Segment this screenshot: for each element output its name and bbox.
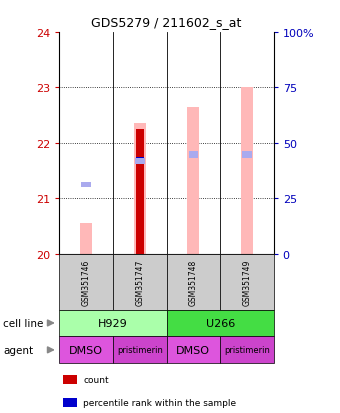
Text: DMSO: DMSO <box>69 345 103 355</box>
Text: GSM351746: GSM351746 <box>82 259 91 305</box>
Bar <box>136 157 144 163</box>
Bar <box>241 88 253 254</box>
Title: GDS5279 / 211602_s_at: GDS5279 / 211602_s_at <box>91 16 242 29</box>
Bar <box>136 130 144 254</box>
Bar <box>189 152 198 159</box>
Text: agent: agent <box>3 345 34 355</box>
Bar <box>135 159 144 164</box>
Text: pristimerin: pristimerin <box>117 346 163 354</box>
Text: pristimerin: pristimerin <box>224 346 270 354</box>
Text: cell line: cell line <box>3 318 44 328</box>
Text: DMSO: DMSO <box>176 345 210 355</box>
Text: U266: U266 <box>205 318 235 328</box>
Bar <box>82 182 91 188</box>
Bar <box>242 152 252 159</box>
Text: GSM351749: GSM351749 <box>242 259 251 305</box>
Text: H929: H929 <box>98 318 128 328</box>
Bar <box>134 124 146 254</box>
Bar <box>187 108 199 254</box>
Text: GSM351747: GSM351747 <box>135 259 144 305</box>
Text: count: count <box>83 375 109 385</box>
Text: GSM351748: GSM351748 <box>189 259 198 305</box>
Text: percentile rank within the sample: percentile rank within the sample <box>83 398 236 407</box>
Bar <box>80 223 92 254</box>
